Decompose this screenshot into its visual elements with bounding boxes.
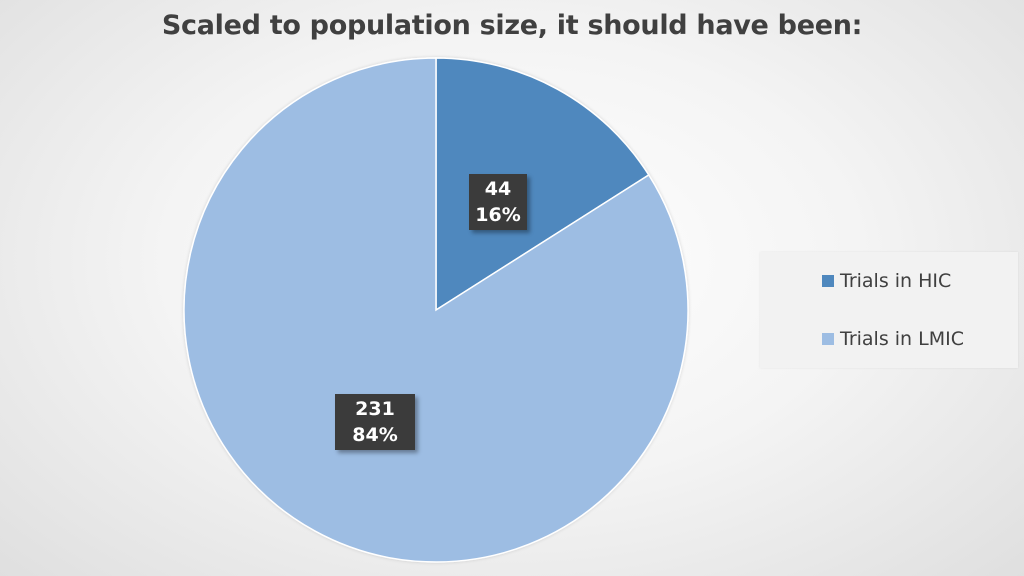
- data-label-hic: 44 16%: [469, 174, 527, 230]
- data-label-hic-value: 44: [484, 178, 512, 200]
- data-label-hic-percent: 16%: [475, 204, 521, 226]
- data-label-lmic-value: 231: [355, 398, 395, 420]
- legend-label-lmic: Trials in LMIC: [840, 328, 964, 350]
- data-label-lmic-percent: 84%: [352, 424, 398, 446]
- chart-legend: Trials in HIC Trials in LMIC: [760, 252, 1018, 368]
- pie-slice-lmic: [183, 57, 689, 563]
- legend-swatch-hic: [822, 275, 834, 287]
- legend-label-hic: Trials in HIC: [840, 270, 952, 292]
- data-label-lmic: 231 84%: [335, 394, 415, 450]
- legend-item-lmic: Trials in LMIC: [822, 328, 964, 350]
- pie-slice-hic: [435, 57, 650, 312]
- legend-swatch-lmic: [822, 333, 834, 345]
- legend-item-hic: Trials in HIC: [822, 270, 951, 292]
- chart-title: Scaled to population size, it should hav…: [161, 10, 863, 41]
